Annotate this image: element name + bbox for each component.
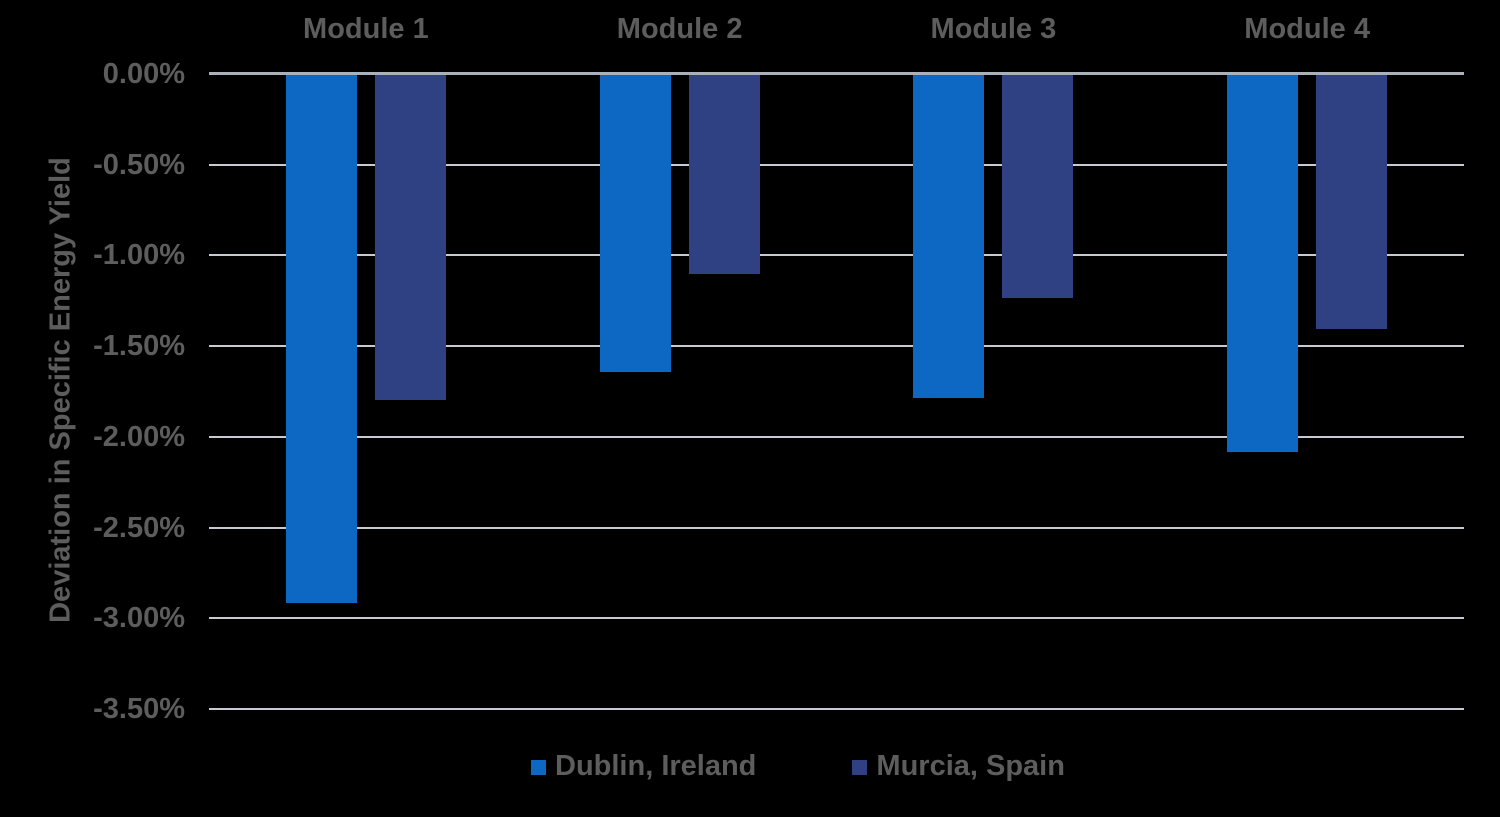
category-label-module-4: Module 4 bbox=[1244, 13, 1370, 45]
legend-label: Dublin, Ireland bbox=[555, 750, 757, 782]
gridline bbox=[209, 163, 1464, 166]
gridline bbox=[209, 345, 1464, 348]
bar-murcia-spain-module-2 bbox=[688, 73, 760, 274]
bar-murcia-spain-module-4 bbox=[1316, 73, 1388, 329]
y-tick-label: -2.00% bbox=[93, 420, 185, 453]
bar-dublin-ireland-module-2 bbox=[599, 73, 671, 372]
category-label-module-3: Module 3 bbox=[930, 13, 1057, 45]
y-tick-label: -0.50% bbox=[93, 148, 185, 181]
gridline bbox=[209, 254, 1464, 257]
gridline bbox=[209, 526, 1464, 529]
y-tick-label: 0.00% bbox=[102, 58, 185, 90]
legend: Dublin, Ireland Murcia, Spain bbox=[531, 750, 1065, 783]
y-tick-label: -1.00% bbox=[93, 239, 185, 272]
bar-murcia-spain-module-1 bbox=[374, 73, 446, 400]
bar-dublin-ireland-module-1 bbox=[285, 73, 357, 603]
gridline bbox=[209, 708, 1464, 710]
category-label-module-2: Module 2 bbox=[616, 13, 743, 45]
y-axis-title: Deviation in Specific Energy Yield bbox=[44, 157, 77, 623]
y-tick-label: -3.00% bbox=[93, 602, 185, 635]
category-label-module-1: Module 1 bbox=[303, 13, 429, 45]
bar-murcia-spain-module-3 bbox=[1002, 73, 1074, 298]
zero-gridline bbox=[209, 72, 1464, 75]
legend-label: Murcia, Spain bbox=[876, 750, 1065, 782]
bar-dublin-ireland-module-3 bbox=[913, 73, 985, 398]
gridline bbox=[209, 617, 1464, 620]
legend-entry-dublin-ireland: Dublin, Ireland bbox=[531, 750, 756, 783]
legend-marker-icon bbox=[531, 760, 546, 775]
y-tick-label: -3.50% bbox=[93, 693, 185, 725]
y-tick-label: -1.50% bbox=[93, 330, 185, 363]
gridline bbox=[209, 435, 1464, 438]
bar-dublin-ireland-module-4 bbox=[1227, 73, 1299, 452]
legend-entry-murcia-spain: Murcia, Spain bbox=[852, 750, 1065, 783]
legend-marker-icon bbox=[852, 760, 868, 775]
y-tick-label: -2.50% bbox=[93, 511, 185, 544]
